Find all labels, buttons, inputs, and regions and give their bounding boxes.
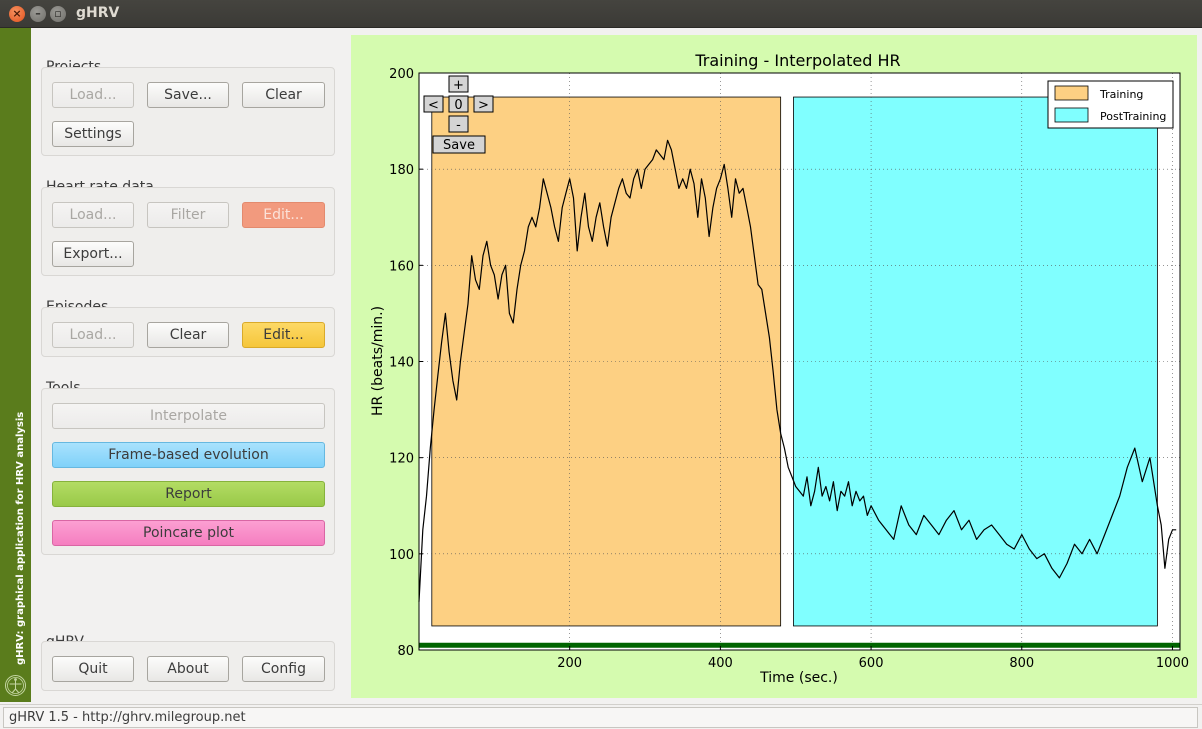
settings-button[interactable]: Settings (52, 121, 134, 147)
legend-swatch-posttraining (1054, 107, 1089, 123)
hr-export-button[interactable]: Export... (52, 241, 134, 267)
report-button[interactable]: Report (52, 481, 325, 507)
episodes-edit-button[interactable]: Edit... (242, 322, 325, 348)
status-bar: gHRV 1.5 - http://ghrv.milegroup.net (0, 704, 1202, 729)
episodes-load-button[interactable]: Load... (52, 322, 134, 348)
save-plot-label: Save (443, 138, 475, 153)
y-tick-label: 160 (389, 259, 414, 274)
y-axis-label: HR (beats/min.) (370, 306, 386, 416)
zoom-out-label: - (456, 118, 461, 133)
zoom-in-button[interactable] (448, 75, 469, 93)
interpolate-button[interactable]: Interpolate (52, 403, 325, 429)
projects-clear-button[interactable]: Clear (242, 82, 325, 108)
save-plot-button[interactable] (432, 135, 486, 154)
pan-right-button[interactable] (473, 95, 494, 113)
maximize-window-icon[interactable]: ▫ (50, 6, 66, 22)
zoom-in-label: + (453, 78, 464, 93)
x-tick-label: 200 (557, 656, 582, 671)
config-button[interactable]: Config (242, 656, 325, 682)
pan-right-label: > (478, 98, 489, 113)
hr-series-line (418, 139, 1177, 602)
projects-save-button[interactable]: Save... (147, 82, 229, 108)
reset-zoom-button[interactable] (448, 95, 469, 113)
plot-panel: Training - Interpolated HR 200 400 600 800 1… (351, 35, 1197, 698)
close-window-icon[interactable]: × (9, 6, 25, 22)
episodes-clear-button[interactable]: Clear (147, 322, 229, 348)
window-titlebar: × – ▫ gHRV (0, 0, 1202, 28)
hr-load-button[interactable]: Load... (52, 202, 134, 228)
minimize-window-icon[interactable]: – (30, 6, 46, 22)
x-tick-label: 600 (859, 656, 884, 671)
x-tick-label: 1000 (1156, 656, 1189, 671)
vitruvian-man-icon (5, 675, 26, 696)
y-tick-label: 200 (389, 67, 414, 82)
hr-filter-button[interactable]: Filter (147, 202, 229, 228)
pan-left-button[interactable] (423, 95, 444, 113)
y-tick-label: 120 (389, 452, 414, 467)
y-tick-label: 140 (389, 356, 414, 371)
reset-zoom-label: 0 (454, 98, 462, 113)
x-axis-label: Time (sec.) (759, 670, 838, 686)
y-tick-label: 80 (397, 644, 414, 659)
zoom-out-button[interactable] (448, 115, 469, 133)
legend-label-posttraining: PostTraining (1100, 110, 1166, 123)
projects-load-button[interactable]: Load... (52, 82, 134, 108)
sidebar-caption: gHRV: graphical application for HRV anal… (15, 411, 26, 665)
poincare-plot-button[interactable]: Poincare plot (52, 520, 325, 546)
app-sidebar-stripe (0, 28, 31, 702)
legend-label-training: Training (1099, 88, 1143, 101)
pan-left-label: < (428, 98, 439, 113)
episode-training (431, 96, 782, 627)
chart-legend: Training PostTraining (1047, 80, 1174, 129)
hr-chart[interactable]: Training - Interpolated HR 200 400 600 800 1… (351, 35, 1197, 698)
y-tick-label: 180 (389, 163, 414, 178)
x-tick-label: 800 (1009, 656, 1034, 671)
y-tick-label: 100 (389, 548, 414, 563)
status-text: gHRV 1.5 - http://ghrv.milegroup.net (3, 707, 1198, 728)
chart-title: Training - Interpolated HR (694, 51, 900, 70)
logo-drawing (7, 677, 24, 694)
hr-edit-button[interactable]: Edit... (242, 202, 325, 228)
about-button[interactable]: About (147, 656, 229, 682)
x-tick-label: 400 (708, 656, 733, 671)
plot-controls: + < 0 > - Save (423, 75, 494, 154)
legend-swatch-training (1054, 85, 1089, 101)
window-title: gHRV (76, 5, 120, 21)
quit-button[interactable]: Quit (52, 656, 134, 682)
frame-based-evolution-button[interactable]: Frame-based evolution (52, 442, 325, 468)
